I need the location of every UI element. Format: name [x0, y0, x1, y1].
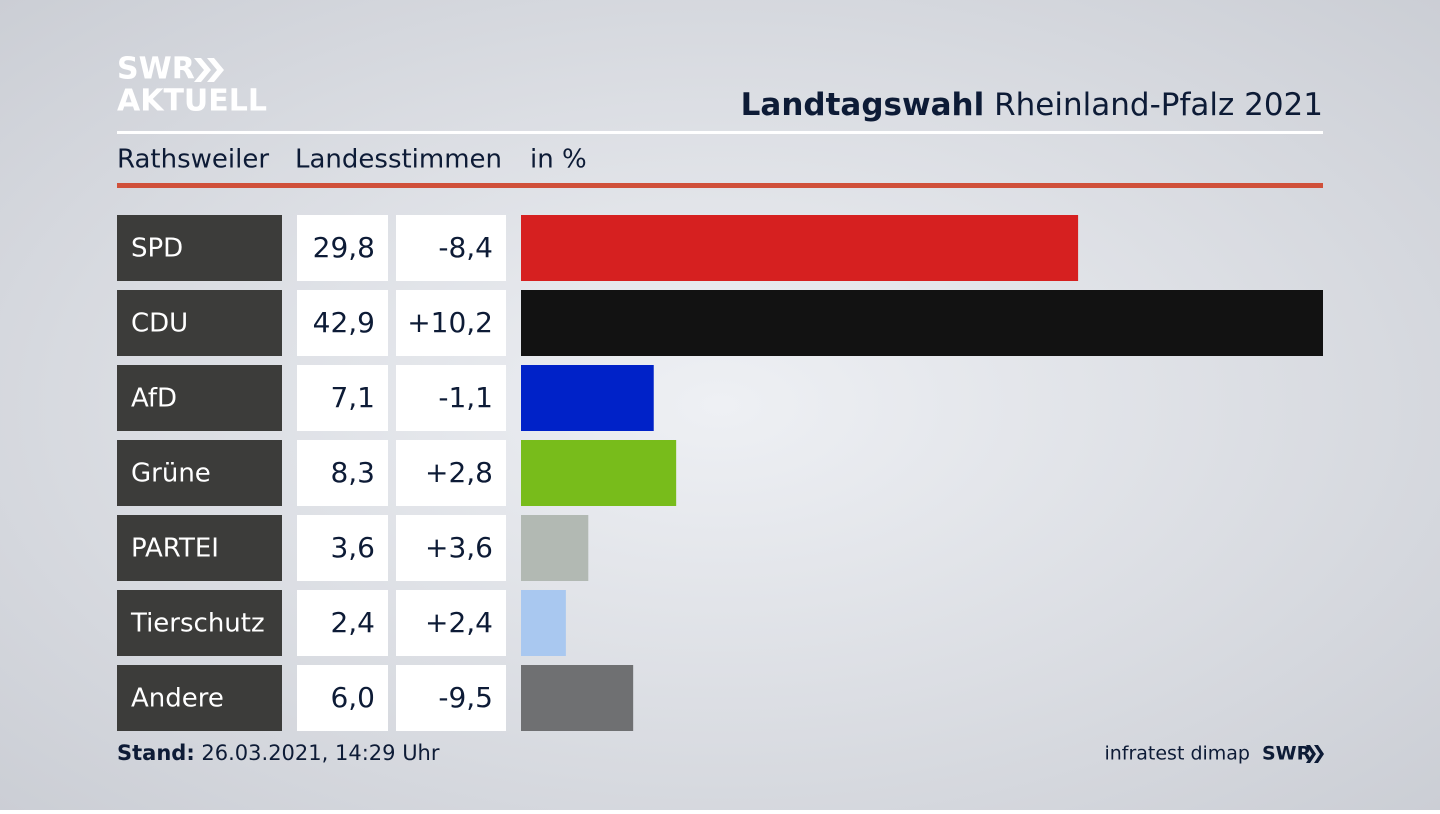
header-rule — [117, 131, 1323, 134]
value-label: 42,9 — [313, 306, 375, 339]
title-rest: Rheinland-Pfalz 2021 — [994, 87, 1323, 123]
title-bold: Landtagswahl — [741, 87, 985, 123]
bar — [521, 365, 654, 431]
party-box — [117, 515, 282, 581]
change-label: +3,6 — [425, 531, 493, 564]
party-box — [117, 590, 282, 656]
value-label: 29,8 — [313, 231, 375, 264]
party-box — [117, 215, 282, 281]
footer: Stand: 26.03.2021, 14:29 Uhr — [117, 741, 440, 765]
bar — [521, 515, 589, 581]
logo-bottom: AKTUELL — [117, 84, 267, 119]
logo-top: SWR — [117, 52, 195, 87]
bar — [521, 290, 1323, 356]
value-label: 7,1 — [330, 381, 375, 414]
party-label: SPD — [131, 234, 183, 264]
party-label: Grüne — [131, 459, 211, 489]
change-label: +2,4 — [425, 606, 493, 639]
change-box — [396, 440, 506, 506]
value-box — [297, 365, 388, 431]
bar — [521, 440, 677, 506]
bar — [521, 665, 634, 731]
footer-label: Stand: — [117, 741, 195, 765]
bar — [521, 590, 566, 656]
party-label: Tierschutz — [130, 609, 265, 639]
value-label: 2,4 — [330, 606, 375, 639]
rows: SPD 29,8 -8,4 CDU 42,9 +10,2 AfD 7,1 -1,1 Grüne 8,… — [117, 215, 1323, 731]
value-box — [297, 665, 388, 731]
subtitle-place: Rathsweiler — [117, 145, 269, 175]
change-label: +10,2 — [407, 306, 493, 339]
value-label: 8,3 — [330, 456, 375, 489]
change-box — [396, 515, 506, 581]
change-box — [396, 365, 506, 431]
logo-chevrons — [194, 58, 224, 82]
value-box — [297, 440, 388, 506]
bar — [521, 215, 1079, 281]
party-label: Andere — [131, 684, 224, 714]
source-chevrons — [1306, 745, 1324, 763]
value-box — [297, 215, 388, 281]
party-label: PARTEI — [131, 534, 219, 564]
value-label: 6,0 — [330, 681, 375, 714]
change-box — [396, 215, 506, 281]
accent-rule — [117, 183, 1323, 188]
value-box — [297, 290, 388, 356]
source: infratest dimap — [1104, 743, 1250, 765]
subtitle-type: Landesstimmen — [295, 145, 502, 175]
change-box — [396, 290, 506, 356]
value-box — [297, 515, 388, 581]
change-box — [396, 590, 506, 656]
subtitle-unit: in % — [530, 145, 587, 175]
value-box — [297, 590, 388, 656]
party-label: AfD — [131, 384, 177, 414]
party-box — [117, 440, 282, 506]
change-label: -1,1 — [438, 381, 493, 414]
source-logo: SWR — [1262, 743, 1312, 765]
change-label: +2,8 — [425, 456, 493, 489]
party-label: CDU — [131, 309, 188, 339]
change-label: -8,4 — [438, 231, 493, 264]
value-label: 3,6 — [330, 531, 375, 564]
change-label: -9,5 — [438, 681, 493, 714]
chart-title: Landtagswahl Rheinland-Pfalz 2021 — [741, 87, 1323, 123]
footer-date: 26.03.2021, 14:29 Uhr — [201, 741, 439, 765]
party-box — [117, 290, 282, 356]
change-box — [396, 665, 506, 731]
party-box — [117, 665, 282, 731]
party-box — [117, 365, 282, 431]
